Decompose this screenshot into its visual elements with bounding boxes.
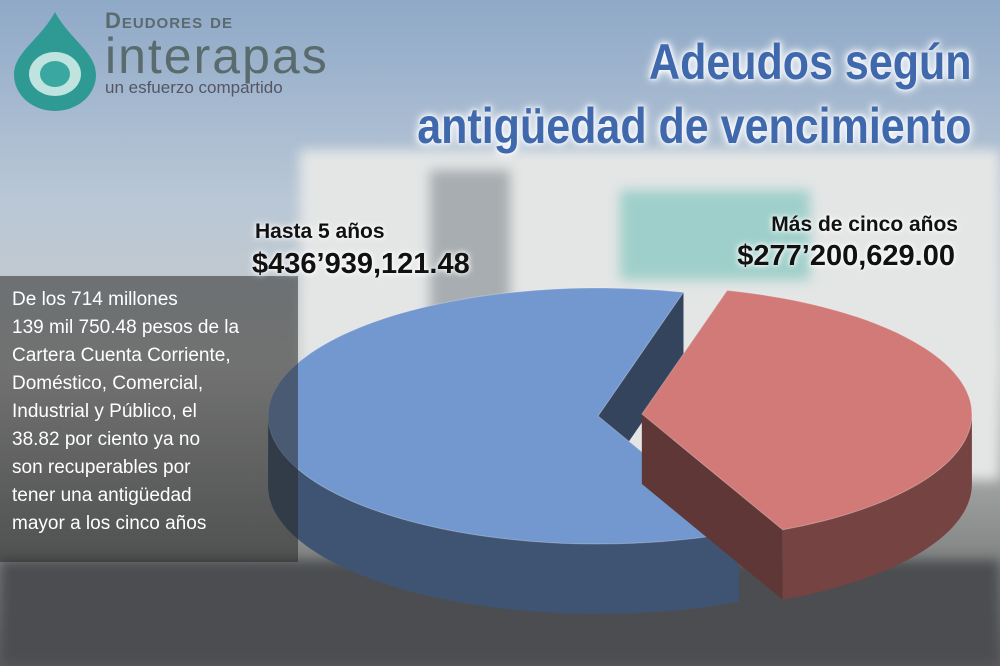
annotation-line: 38.82 por ciento ya no <box>12 429 201 450</box>
chart-title: Adeudos según antigüedad de vencimiento <box>418 30 972 158</box>
slice-value-label: $436’939,121.48 <box>252 248 470 280</box>
slice-label: Hasta 5 años <box>255 220 385 243</box>
title-line: Adeudos según <box>649 34 972 90</box>
slice-label: Más de cinco años <box>771 213 958 236</box>
slice-wall <box>268 416 739 614</box>
slice-cut-face <box>641 414 783 600</box>
title-line: antigüedad de vencimiento <box>417 98 972 154</box>
annotation-line: Cartera Cuenta Corriente, <box>12 345 231 366</box>
slice-value-label: $277’200,629.00 <box>737 240 955 272</box>
annotation-line: 139 mil 750.48 pesos de la <box>12 317 240 338</box>
logo: Deudores de interapas un esfuerzo compar… <box>105 8 329 98</box>
logo-brand: interapas <box>105 28 329 84</box>
annotation-line: De los 714 millones <box>12 289 178 310</box>
pie-slice <box>641 289 973 531</box>
drop-core <box>40 61 70 87</box>
annotation-line: tener una antigüedad <box>12 485 192 506</box>
annotation-line: son recuperables por <box>12 457 191 478</box>
slice-wall <box>782 414 972 600</box>
logo-tagline: un esfuerzo compartido <box>105 78 283 97</box>
annotation-line: mayor a los cinco años <box>12 513 207 534</box>
annotation-line: Industrial y Público, el <box>12 401 197 422</box>
logo-kicker: Deudores de <box>105 8 234 33</box>
annotation: De los 714 millones 139 mil 750.48 pesos … <box>0 276 298 562</box>
bg-glass <box>620 190 810 280</box>
annotation-line: Doméstico, Comercial, <box>12 373 204 394</box>
logo-drop <box>14 12 96 111</box>
